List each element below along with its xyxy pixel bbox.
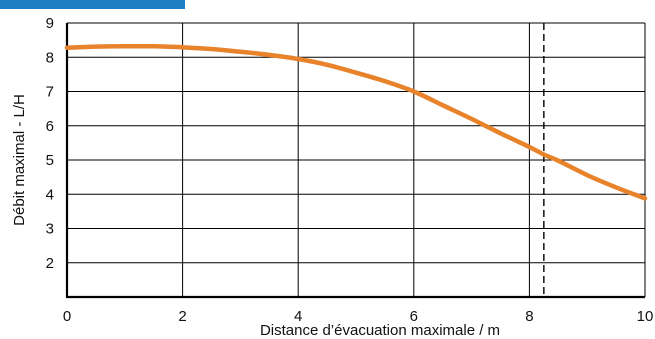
series-layer — [64, 43, 648, 201]
header-accent-bar — [0, 0, 185, 9]
x-tick-label: 6 — [410, 308, 418, 325]
y-tick-labels: 2 3 4 5 6 7 8 9 — [46, 15, 54, 272]
flow-curve — [64, 43, 648, 201]
x-tick-labels: 0 2 4 6 8 10 — [63, 308, 654, 325]
axes — [65, 23, 645, 299]
y-tick-label: 3 — [46, 221, 54, 238]
x-tick-label: 2 — [178, 308, 186, 325]
y-axis-title: Débit maximal - L/H — [11, 94, 28, 226]
x-tick-label: 4 — [294, 308, 302, 325]
y-tick-label: 2 — [46, 255, 54, 272]
y-tick-label: 8 — [46, 49, 54, 66]
x-tick-label: 0 — [63, 308, 71, 325]
x-axis-title: Distance d’évacuation maximale / m — [260, 322, 500, 339]
y-tick-label: 9 — [46, 15, 54, 32]
x-tick-label: 10 — [637, 308, 654, 325]
grid — [67, 22, 646, 297]
y-tick-label: 5 — [46, 152, 54, 169]
x-tick-label: 8 — [525, 308, 533, 325]
y-tick-label: 7 — [46, 84, 54, 101]
y-tick-label: 4 — [46, 186, 54, 203]
y-tick-label: 6 — [46, 118, 54, 135]
